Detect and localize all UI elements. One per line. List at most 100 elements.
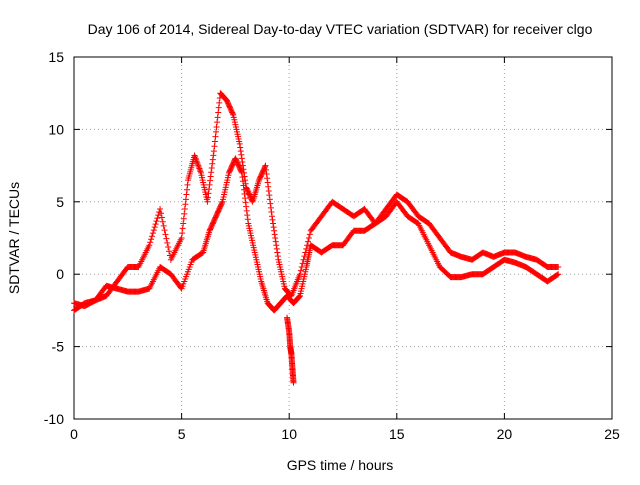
data-point [242, 195, 249, 202]
x-tick-label: 25 [604, 426, 620, 442]
data-point [157, 210, 164, 217]
data-point [184, 181, 191, 188]
y-axis-ticks: -10 -5 0 5 10 15 [44, 49, 612, 427]
data-point [208, 169, 215, 176]
data-point [181, 210, 188, 217]
data-point [265, 187, 272, 194]
series-1 [71, 90, 562, 314]
data-point [210, 152, 217, 159]
data-point [153, 218, 160, 225]
data-point [239, 158, 246, 165]
data-point [295, 294, 302, 301]
y-tick-label: 0 [56, 266, 64, 282]
data-point [242, 199, 249, 206]
data-point [238, 151, 245, 158]
data-point [206, 181, 213, 188]
data-point [207, 173, 214, 180]
x-axis-ticks: 0 5 10 15 20 25 [70, 57, 620, 442]
data-point [213, 123, 220, 130]
data-point [237, 148, 244, 155]
data-point [267, 204, 274, 211]
data-point [157, 206, 164, 213]
x-tick-label: 5 [178, 426, 186, 442]
data-point [243, 207, 250, 214]
y-tick-label: 15 [48, 49, 64, 65]
data-point [181, 206, 188, 213]
data-point [236, 140, 243, 147]
data-point [305, 238, 312, 245]
data-point [268, 209, 275, 216]
data-point [239, 178, 246, 185]
data-point [152, 221, 159, 228]
data-point [244, 216, 251, 223]
data-point [306, 231, 313, 238]
data-point [274, 253, 281, 260]
data-point [150, 227, 157, 234]
data-point [272, 238, 279, 245]
data-point [195, 164, 202, 171]
data-point [211, 143, 218, 150]
data-point [179, 230, 186, 237]
x-tick-label: 15 [389, 426, 405, 442]
data-point [194, 161, 201, 168]
data-point [196, 165, 203, 172]
data-point [555, 263, 562, 270]
data-point [213, 128, 220, 135]
data-point [154, 215, 161, 222]
data-point [241, 190, 248, 197]
data-point [215, 104, 222, 111]
data-point [296, 293, 303, 300]
data-point [206, 186, 213, 193]
data-point [212, 133, 219, 140]
data-point [266, 192, 273, 199]
data-point [182, 201, 189, 208]
data-point [238, 169, 245, 176]
data-point [191, 152, 198, 159]
data-point [270, 220, 277, 227]
data-point [261, 163, 268, 170]
y-tick-label: -10 [44, 411, 64, 427]
data-point [193, 158, 200, 165]
data-point [148, 236, 155, 243]
data-point [243, 203, 250, 210]
chart-title: Day 106 of 2014, Sidereal Day-to-day VTE… [88, 21, 593, 37]
data-point [263, 171, 270, 178]
data-point [149, 233, 156, 240]
y-tick-label: -5 [52, 339, 65, 355]
data-point [214, 114, 221, 121]
data-point [268, 213, 275, 220]
data-point [147, 239, 154, 246]
data-point [265, 183, 272, 190]
data-point [162, 231, 169, 238]
data-point [241, 186, 248, 193]
data-point [240, 182, 247, 189]
data-point [297, 267, 304, 274]
data-point [207, 177, 214, 184]
data-point [266, 196, 273, 203]
data-point [164, 239, 171, 246]
data-point [159, 218, 166, 225]
data-point [271, 231, 278, 238]
series-2 [71, 155, 562, 314]
data-point [161, 227, 168, 234]
data-point [238, 168, 245, 175]
data-point [196, 166, 203, 173]
data-point [182, 196, 189, 203]
data-points [71, 90, 562, 386]
x-axis-label: GPS time / hours [287, 457, 394, 473]
data-point [215, 109, 222, 116]
data-point [264, 179, 271, 186]
data-point [165, 244, 172, 251]
x-tick-label: 0 [70, 426, 78, 442]
data-point [183, 191, 190, 198]
data-point [244, 212, 251, 219]
data-point [209, 160, 216, 167]
data-point [237, 144, 244, 151]
data-point [263, 166, 270, 173]
data-point [178, 235, 185, 241]
grid [73, 56, 613, 420]
data-point [151, 224, 158, 231]
data-point [269, 216, 276, 223]
data-point [183, 186, 190, 193]
